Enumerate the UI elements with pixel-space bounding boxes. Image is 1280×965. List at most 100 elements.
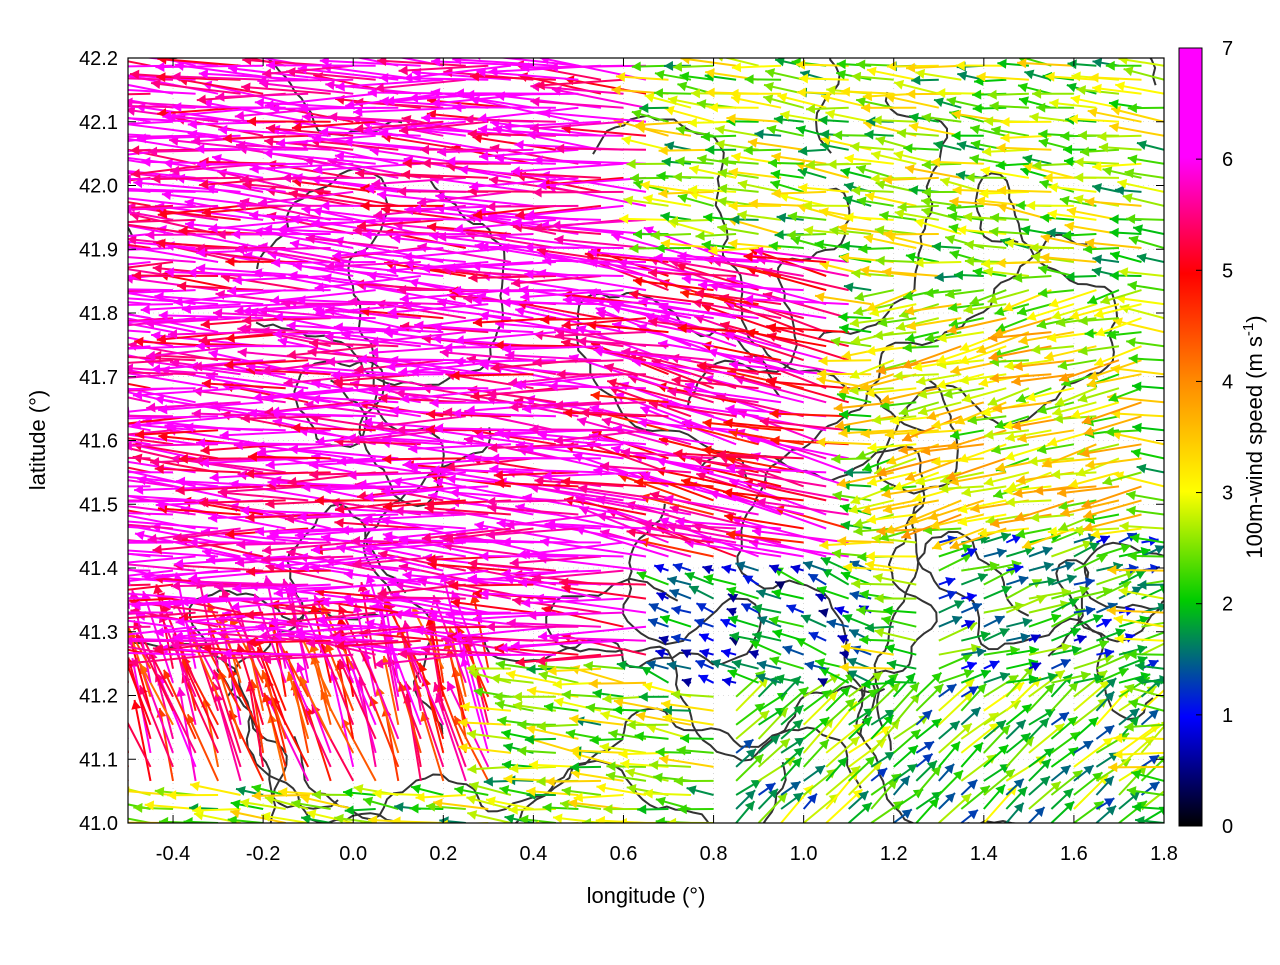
wind-vector-head xyxy=(235,245,244,255)
wind-vector-head xyxy=(145,230,154,240)
wind-vector-head xyxy=(990,101,999,111)
wind-vector-head xyxy=(117,491,127,501)
wind-vector-head xyxy=(1028,456,1037,466)
wind-vector-shaft xyxy=(273,332,376,334)
wind-vector-head xyxy=(1105,427,1114,437)
wind-vector-head xyxy=(486,202,495,212)
wind-vector-head xyxy=(790,782,800,791)
wind-vector-head xyxy=(24,114,34,124)
wind-vector-head xyxy=(1087,378,1097,388)
wind-vector-head xyxy=(184,817,193,827)
wind-vector-head xyxy=(22,502,31,512)
wind-vector-head xyxy=(851,269,860,279)
wind-vector-head xyxy=(53,102,63,112)
wind-vector-head xyxy=(756,589,766,599)
wind-vector-head xyxy=(857,552,866,562)
wind-vector-head xyxy=(871,151,881,161)
wind-vector-head xyxy=(112,519,122,529)
wind-vector-head xyxy=(905,164,915,174)
wind-vector-head xyxy=(533,357,542,367)
wind-vector-head xyxy=(1131,448,1141,458)
wind-vector-head xyxy=(68,180,77,190)
wind-vector-head xyxy=(589,679,598,689)
wind-vector-head xyxy=(49,408,59,418)
wind-vector-head xyxy=(997,548,1007,558)
wind-vector-head xyxy=(43,591,52,601)
wind-vector-head xyxy=(903,143,912,153)
wind-vector-head xyxy=(819,608,829,618)
wind-vector-shaft xyxy=(542,261,646,262)
wind-vector-shaft xyxy=(495,345,579,346)
wind-vector-shaft xyxy=(770,414,849,417)
wind-vector-shaft xyxy=(38,599,128,609)
wind-vector-head xyxy=(1128,103,1137,113)
wind-vector-head xyxy=(141,305,150,315)
wind-vector-head xyxy=(965,240,974,250)
wind-vector-head xyxy=(950,250,960,260)
wind-vector-head xyxy=(38,282,48,292)
wind-vector-head xyxy=(932,242,941,252)
wind-vector-head xyxy=(322,273,332,283)
wind-vector-shaft xyxy=(500,290,601,291)
wind-vector-head xyxy=(401,170,410,180)
wind-vector-head xyxy=(1063,145,1072,155)
wind-vector-head xyxy=(907,764,917,773)
wind-vector-head xyxy=(671,690,680,700)
wind-vector-head xyxy=(45,125,54,135)
wind-vector-shaft xyxy=(513,374,623,386)
wind-vector-head xyxy=(122,174,131,184)
wind-vector-head xyxy=(176,477,185,487)
wind-vector-head xyxy=(409,93,418,103)
wind-vector-head xyxy=(738,180,748,190)
wind-vector-head xyxy=(19,297,29,307)
wind-vector-head xyxy=(26,618,35,628)
wind-vector-head xyxy=(600,711,610,721)
wind-vector-head xyxy=(554,697,564,707)
wind-vector-head xyxy=(639,692,648,702)
wind-vector-shaft xyxy=(449,585,533,586)
wind-vector-head xyxy=(749,199,758,209)
wind-vector-head xyxy=(1114,615,1124,625)
wind-vector-head xyxy=(798,146,807,156)
wind-vector-head xyxy=(106,652,116,662)
wind-vector-head xyxy=(54,353,64,363)
wind-vector-shaft xyxy=(588,252,691,262)
wind-vector-head xyxy=(774,115,783,125)
wind-vector-head xyxy=(543,471,552,481)
wind-vector-head xyxy=(872,415,882,425)
wind-vector-head xyxy=(996,258,1005,268)
wind-vector-head xyxy=(123,441,132,451)
wind-vector-head xyxy=(543,803,552,813)
wind-vector-head xyxy=(1158,603,1168,613)
wind-vector-head xyxy=(21,99,31,109)
wind-vector-head xyxy=(141,157,150,167)
wind-vector-head xyxy=(1137,140,1147,150)
wind-vector-head xyxy=(114,798,124,808)
wind-vector-head xyxy=(83,163,93,173)
wind-vector-shaft xyxy=(49,411,151,430)
wind-vector-head xyxy=(245,610,254,620)
wind-vector-head xyxy=(906,252,916,262)
wind-vector-head xyxy=(537,776,546,786)
wind-vector-head xyxy=(63,91,72,101)
wind-vector-shaft xyxy=(75,289,173,291)
wind-vector-head xyxy=(624,196,634,206)
wind-vector-head xyxy=(1085,328,1094,338)
wind-vector-head xyxy=(946,684,956,693)
wind-vector-head xyxy=(1017,433,1027,443)
wind-vector-head xyxy=(91,597,100,607)
wind-vector-head xyxy=(865,192,875,202)
wind-vector-head xyxy=(517,746,526,756)
wind-vector-head xyxy=(67,452,77,462)
wind-vector-shaft xyxy=(227,290,331,291)
wind-vector-head xyxy=(772,629,782,639)
wind-vector-head xyxy=(31,553,41,563)
wind-vector-shaft xyxy=(79,416,173,417)
wind-vector-head xyxy=(403,459,412,469)
wind-vector-head xyxy=(397,187,406,197)
wind-vector-head xyxy=(49,98,58,108)
wind-vector-head xyxy=(656,747,665,757)
wind-vector-head xyxy=(982,147,991,157)
wind-vector-head xyxy=(363,797,373,807)
